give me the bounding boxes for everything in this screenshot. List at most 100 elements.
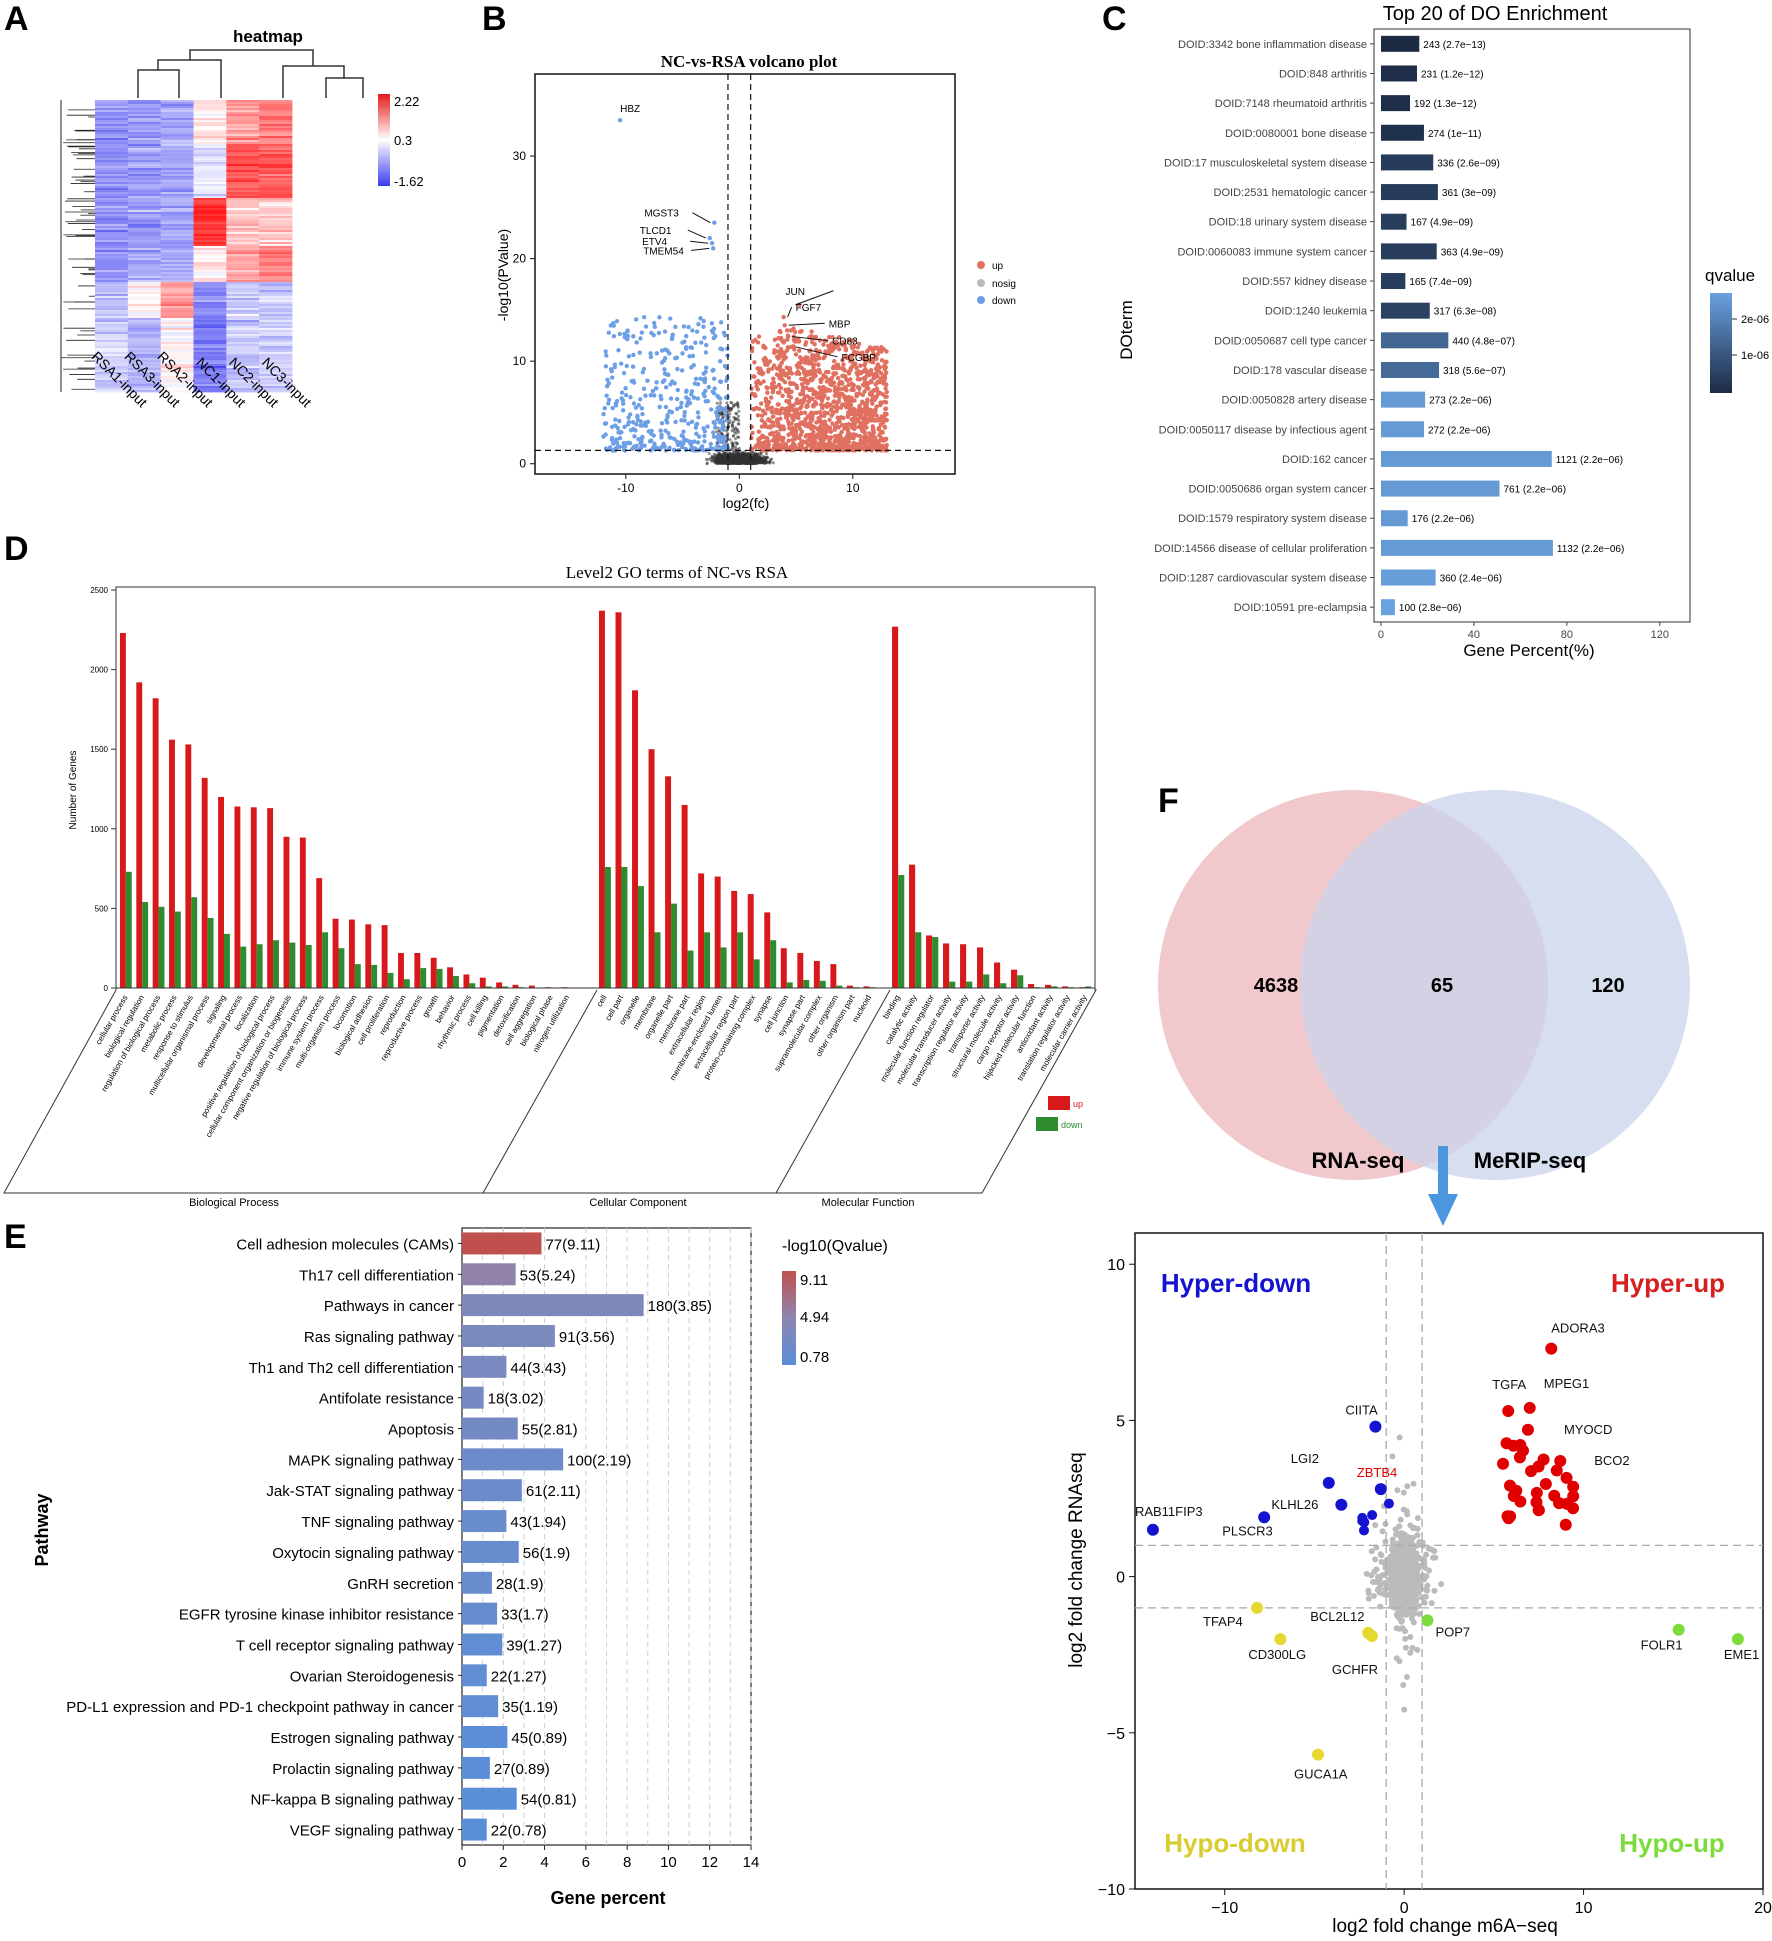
heatmap-cell <box>259 320 293 323</box>
heatmap-cell <box>193 328 227 331</box>
volcano-point-up <box>789 430 794 436</box>
do-category-label: DOID:0050687 cell type cancer <box>1214 335 1367 347</box>
heatmap-cell <box>193 368 227 371</box>
heatmap-cell <box>226 104 260 107</box>
heatmap-cell <box>226 186 260 189</box>
heatmap-cell <box>259 200 293 203</box>
heatmap-cell <box>226 218 260 221</box>
heatmap-cell <box>226 180 260 183</box>
go-bar-up <box>267 808 274 988</box>
heatmap-cell <box>95 284 129 287</box>
heatmap-cell <box>127 212 162 215</box>
heatmap-cell <box>127 324 162 327</box>
heatmap-cell <box>193 224 227 227</box>
volcano-point-down <box>696 434 702 439</box>
heatmap-cell <box>226 388 260 391</box>
volcano-point-down <box>640 411 645 417</box>
heatmap-cell <box>95 266 129 269</box>
do-legend-title: qvalue <box>1705 266 1755 285</box>
kegg-bar <box>462 1633 503 1656</box>
venn-left-label: RNA-seq <box>1312 1148 1405 1173</box>
heatmap-cell <box>127 322 162 325</box>
heatmap-cell <box>193 154 227 157</box>
volcano-point-up <box>830 421 835 426</box>
volcano-point-down <box>612 365 617 370</box>
volcano-point-down <box>603 364 609 369</box>
volcano-point-down <box>700 444 705 449</box>
volcano-point-up <box>819 427 824 432</box>
heatmap-cell <box>193 340 227 343</box>
heatmap-cell <box>259 358 293 361</box>
volcano-point-up <box>854 442 859 447</box>
volcano-point-down <box>613 417 618 422</box>
volcano-point-down <box>702 393 707 399</box>
volcano-point-down <box>693 425 699 430</box>
volcano-point-down <box>617 331 623 337</box>
heatmap-cell <box>95 192 129 195</box>
heatmap-cell <box>259 186 293 189</box>
do-bar <box>1380 569 1436 586</box>
kegg-bar <box>462 1232 542 1255</box>
heatmap-cell <box>127 350 162 353</box>
volcano-gene-label: FCGBP <box>842 353 877 364</box>
volcano-point-up <box>763 411 768 416</box>
heatmap-cell <box>95 332 129 335</box>
heatmap-cell <box>259 342 293 345</box>
venn-panel: 4638 65 120 RNA-seq MeRIP-seq <box>1158 790 1690 1226</box>
kegg-bar <box>462 1355 507 1378</box>
do-bar <box>1380 213 1407 230</box>
heatmap-cell <box>127 248 162 251</box>
heatmap-cell <box>259 384 293 387</box>
volcano-point-down <box>634 340 639 345</box>
volcano-point-up <box>869 435 875 440</box>
quadrant-point-background <box>1382 1520 1389 1527</box>
panel-label-e: E <box>4 1218 27 1256</box>
kegg-bar-label: 91(3.56) <box>559 1329 615 1346</box>
volcano-point-up <box>864 410 870 415</box>
go-bar-up <box>926 935 933 988</box>
volcano-point-down <box>619 430 624 435</box>
heatmap-cell <box>259 264 293 267</box>
volcano-point-up <box>832 393 838 398</box>
heatmap-cell <box>259 322 293 325</box>
volcano-point-up <box>819 377 824 382</box>
volcano-point-up <box>874 373 879 379</box>
heatmap-cell <box>127 256 162 259</box>
volcano-point-down <box>606 330 612 335</box>
volcano-point-up <box>836 347 842 352</box>
volcano-point-up <box>867 358 872 363</box>
volcano-point-up <box>781 427 787 432</box>
volcano-point-down <box>653 386 659 391</box>
volcano-x-tick-label: -10 <box>617 481 635 495</box>
heatmap-cell <box>160 366 194 369</box>
go-bar-down <box>387 972 394 988</box>
heatmap-cell <box>160 290 194 293</box>
heatmap-cell <box>160 388 194 391</box>
volcano-point-up <box>835 362 841 367</box>
go-bar-up <box>365 924 372 988</box>
heatmap-cell <box>160 216 194 219</box>
heatmap-cell <box>160 346 194 349</box>
volcano-point-down <box>617 418 622 424</box>
volcano-point-up <box>837 395 842 401</box>
heatmap-cell <box>160 374 194 377</box>
volcano-point-up <box>871 418 876 423</box>
heatmap-cell <box>226 132 260 135</box>
volcano-point-up <box>832 371 837 376</box>
do-bar-label: 243 (2.7e−13) <box>1423 40 1486 51</box>
kegg-legend-tick: 0.78 <box>800 1349 829 1366</box>
volcano-point-nosig <box>740 453 744 457</box>
go-bar-down <box>949 981 956 988</box>
heatmap-cell <box>160 142 194 145</box>
do-category-label: DOID:178 vascular disease <box>1233 365 1367 377</box>
go-bar-down <box>737 932 744 988</box>
go-bar-down <box>1000 983 1007 988</box>
heatmap-cell <box>226 146 260 149</box>
heatmap-cell <box>127 190 162 193</box>
volcano-point-up <box>754 443 760 448</box>
volcano-point-nosig <box>710 455 714 459</box>
volcano-point-up <box>880 374 886 380</box>
volcano-point-nosig <box>728 438 732 442</box>
heatmap-cell <box>226 272 260 275</box>
